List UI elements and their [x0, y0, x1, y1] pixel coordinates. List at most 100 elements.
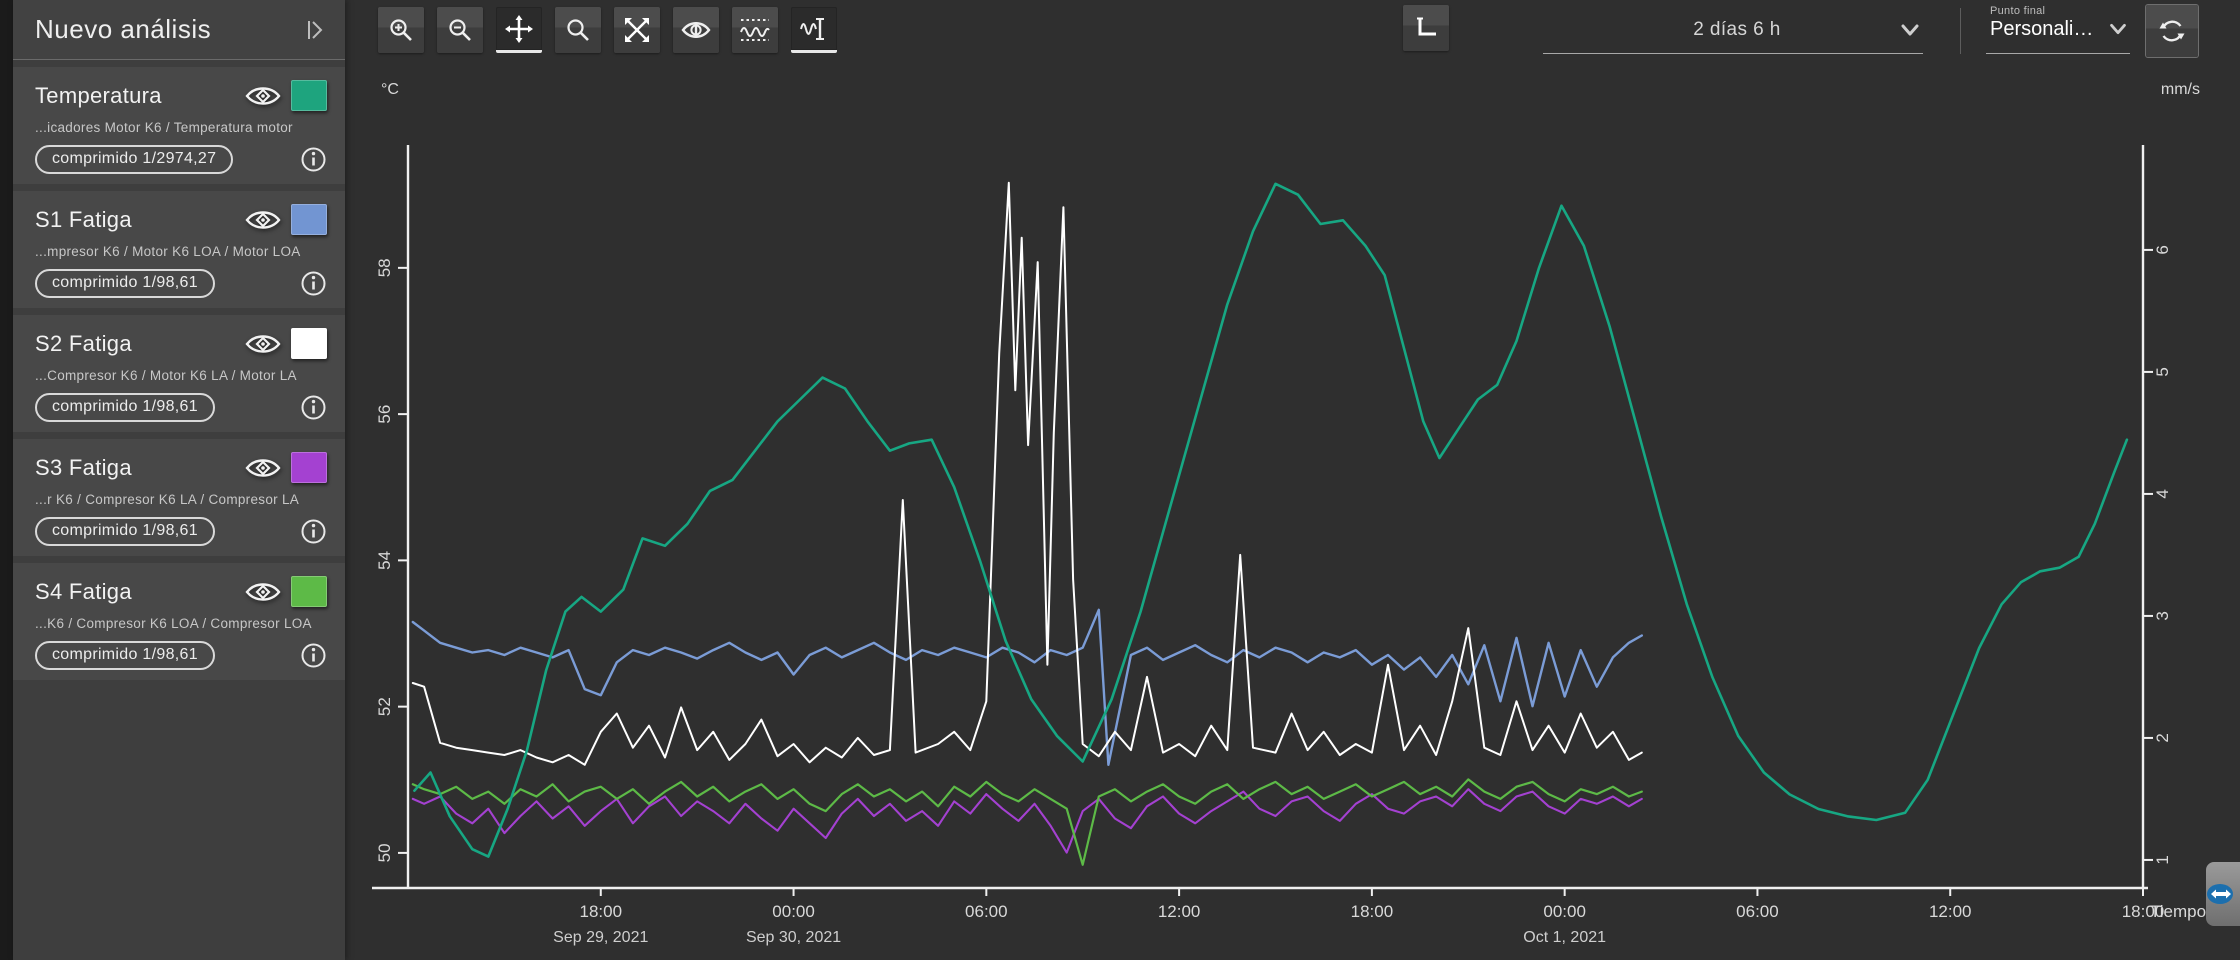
color-swatch[interactable]	[291, 452, 327, 483]
eye-inspect-icon	[680, 18, 712, 42]
signal-path: ...K6 / Compresor K6 LOA / Compresor LOA	[35, 616, 327, 631]
left-axis-tick-label: 56	[375, 405, 394, 424]
expand-arrows-icon	[622, 15, 652, 45]
left-edge-rail	[0, 0, 13, 960]
tool-button-group	[378, 7, 837, 53]
axes-l-icon	[1413, 15, 1439, 41]
time-range-value: 2 días 6 h	[1543, 19, 1897, 41]
eye-icon	[243, 83, 283, 109]
compression-badge: comprimido 1/98,61	[35, 517, 215, 546]
analysis-sidebar: Nuevo análisis Temperatura ...icadores	[13, 0, 345, 960]
info-icon[interactable]	[300, 146, 327, 173]
visibility-toggle[interactable]	[241, 577, 285, 607]
x-axis-date-label: Sep 30, 2021	[746, 929, 841, 946]
x-axis-tick-label: 12:00	[1158, 902, 1201, 921]
zoom-out-icon	[446, 16, 474, 44]
x-axis-tick-label: 00:00	[772, 902, 815, 921]
signal-card-list: Temperatura ...icadores Motor K6 / Tempe…	[13, 60, 345, 680]
signal-path: ...Compresor K6 / Motor K6 LA / Motor LA	[35, 368, 327, 383]
eye-icon	[243, 579, 283, 605]
signal-cursor-button[interactable]	[791, 7, 837, 53]
refresh-icon	[2157, 16, 2187, 46]
zoom-out-button[interactable]	[437, 7, 483, 53]
color-swatch[interactable]	[291, 328, 327, 359]
pan-move-icon	[504, 14, 534, 44]
chevron-down-icon	[1897, 17, 1923, 43]
series-line-s2-fatiga	[413, 183, 1642, 765]
series-line-s3-fatiga	[413, 789, 1642, 852]
right-axis-tick-label: 2	[2153, 733, 2172, 742]
magnifier-icon	[564, 16, 592, 44]
wave-cursor-icon	[799, 15, 829, 43]
sidebar-header: Nuevo análisis	[13, 0, 345, 60]
signal-path: ...mpresor K6 / Motor K6 LOA / Motor LOA	[35, 244, 327, 259]
compression-badge: comprimido 1/98,61	[35, 641, 215, 670]
endpoint-select[interactable]: Punto final Personali…	[1986, 2, 2130, 54]
signal-card-s2-fatiga[interactable]: S2 Fatiga ...Compresor K6 / Motor K6 LA …	[13, 315, 345, 432]
info-icon[interactable]	[300, 642, 327, 669]
series-line-s4-fatiga	[413, 779, 1642, 864]
x-axis-tick-label: 06:00	[965, 902, 1008, 921]
left-axis-tick-label: 50	[375, 843, 394, 862]
compression-badge: comprimido 1/98,61	[35, 393, 215, 422]
signal-card-s1-fatiga[interactable]: S1 Fatiga ...mpresor K6 / Motor K6 LOA /…	[13, 191, 345, 308]
axes-scale-button[interactable]	[1403, 5, 1449, 51]
refresh-button[interactable]	[2146, 5, 2198, 57]
visibility-toggle[interactable]	[241, 205, 285, 235]
signal-path: ...r K6 / Compresor K6 LA / Compresor LA	[35, 492, 327, 507]
signal-name: S4 Fatiga	[35, 579, 241, 605]
signal-card-temperatura[interactable]: Temperatura ...icadores Motor K6 / Tempe…	[13, 67, 345, 184]
envelope-signal-button[interactable]	[732, 7, 778, 53]
visibility-toggle[interactable]	[241, 453, 285, 483]
right-axis-tick-label: 5	[2153, 367, 2172, 376]
right-axis-tick-label: 3	[2153, 611, 2172, 620]
info-icon[interactable]	[300, 394, 327, 421]
signal-card-s4-fatiga[interactable]: S4 Fatiga ...K6 / Compresor K6 LOA / Com…	[13, 563, 345, 680]
eye-icon	[243, 207, 283, 233]
compression-badge: comprimido 1/98,61	[35, 269, 215, 298]
visibility-toggle[interactable]	[241, 329, 285, 359]
right-axis-unit: mm/s	[2161, 81, 2200, 98]
color-swatch[interactable]	[291, 204, 327, 235]
signal-path: ...icadores Motor K6 / Temperatura motor	[35, 120, 327, 135]
left-axis-tick-label: 52	[375, 697, 394, 716]
compression-badge: comprimido 1/2974,27	[35, 145, 233, 174]
x-axis-tick-label: 12:00	[1929, 902, 1972, 921]
wave-envelope-icon	[739, 16, 771, 44]
x-axis-tick-label: 06:00	[1736, 902, 1779, 921]
right-axis-tick-label: 6	[2153, 245, 2172, 254]
fit-to-view-button[interactable]	[614, 7, 660, 53]
color-swatch[interactable]	[291, 576, 327, 607]
signal-card-s3-fatiga[interactable]: S3 Fatiga ...r K6 / Compresor K6 LA / Co…	[13, 439, 345, 556]
time-range-select[interactable]: 2 días 6 h	[1543, 6, 1923, 54]
left-axis-unit: °C	[381, 81, 399, 98]
chevron-down-icon	[2106, 17, 2130, 41]
x-axis-date-label: Oct 1, 2021	[1523, 929, 1606, 946]
endpoint-label: Punto final	[1990, 5, 2130, 17]
collapse-sidebar-button[interactable]	[297, 13, 331, 47]
remote-arrow-icon	[2206, 879, 2240, 909]
color-swatch[interactable]	[291, 80, 327, 111]
info-icon[interactable]	[300, 518, 327, 545]
visibility-toggle[interactable]	[241, 81, 285, 111]
right-axis-tick-label: 1	[2153, 855, 2172, 864]
right-axis-tick-label: 4	[2153, 489, 2172, 498]
eye-icon	[243, 455, 283, 481]
signal-name: S1 Fatiga	[35, 207, 241, 233]
inspect-button[interactable]	[673, 7, 719, 53]
info-icon[interactable]	[300, 270, 327, 297]
x-axis-tick-label: 00:00	[1543, 902, 1586, 921]
analysis-title: Nuevo análisis	[35, 14, 297, 45]
zoom-box-button[interactable]	[555, 7, 601, 53]
remote-access-overlay-icon[interactable]	[2206, 862, 2240, 926]
left-axis-tick-label: 58	[375, 258, 394, 277]
zoom-in-icon	[387, 16, 415, 44]
signal-name: S2 Fatiga	[35, 331, 241, 357]
pan-button[interactable]	[496, 7, 542, 53]
zoom-in-button[interactable]	[378, 7, 424, 53]
toolbar-divider	[1960, 8, 1961, 54]
signal-name: S3 Fatiga	[35, 455, 241, 481]
series-line-temperatura	[414, 184, 2126, 857]
endpoint-value: Personali…	[1990, 18, 2106, 41]
x-axis-tick-label: 18:00	[580, 902, 623, 921]
